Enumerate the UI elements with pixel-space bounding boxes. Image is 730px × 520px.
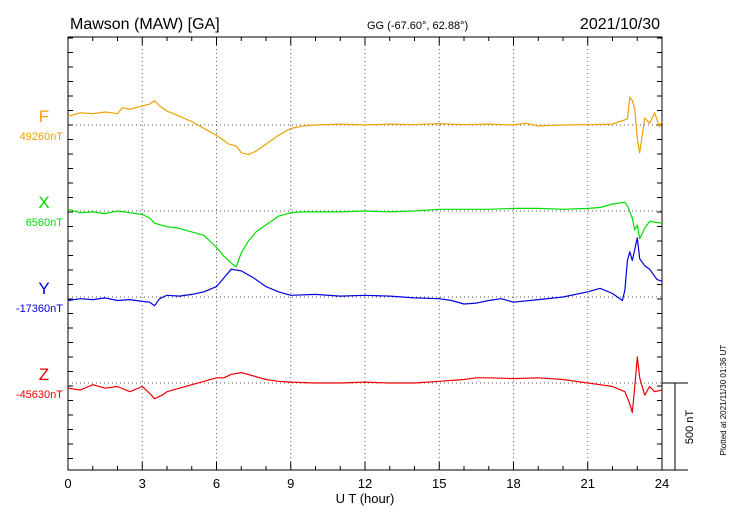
x-tick-label: 12 xyxy=(358,476,372,491)
channel-labels: F 49260nT X 6560nT Y -17360nT Z -45630nT xyxy=(16,107,63,401)
baseline-value-y: -17360nT xyxy=(16,303,63,315)
series-line-z xyxy=(67,356,663,414)
baseline-value-z: -45630nT xyxy=(16,389,63,401)
channel-name-y: Y xyxy=(38,279,49,298)
vertical-grid xyxy=(141,37,589,470)
baseline-value-f: 49260nT xyxy=(20,131,64,143)
x-ticks: 0 3 6 9 12 15 18 21 24 xyxy=(64,37,669,491)
geographic-coordinates: GG (-67.60°, 62.88°) xyxy=(367,20,468,32)
series-line-f xyxy=(67,96,663,156)
x-axis-label: U T (hour) xyxy=(336,491,395,506)
x-tick-label: 6 xyxy=(213,476,220,491)
x-tick-label: 9 xyxy=(287,476,294,491)
plotted-at-note: Plotted at 2021/11/30 01:36 UT xyxy=(719,345,728,456)
station-title: Mawson (MAW) [GA] xyxy=(70,16,220,33)
scale-bar-label: 500 nT xyxy=(684,410,696,445)
series-lines xyxy=(67,96,663,414)
channel-name-z: Z xyxy=(39,365,49,384)
date-label: 2021/10/30 xyxy=(580,16,660,33)
x-tick-label: 0 xyxy=(64,476,71,491)
series-line-x xyxy=(67,201,663,268)
baseline-value-x: 6560nT xyxy=(26,217,64,229)
series-line-y xyxy=(67,237,663,307)
x-tick-label: 18 xyxy=(506,476,520,491)
scale-bar: 500 nT xyxy=(662,382,696,471)
channel-name-x: X xyxy=(38,193,49,212)
y-ticks xyxy=(68,37,662,459)
x-tick-label: 21 xyxy=(581,476,595,491)
x-tick-label: 3 xyxy=(139,476,146,491)
x-tick-label: 24 xyxy=(655,476,669,491)
channel-name-f: F xyxy=(39,107,49,126)
x-tick-label: 15 xyxy=(432,476,446,491)
